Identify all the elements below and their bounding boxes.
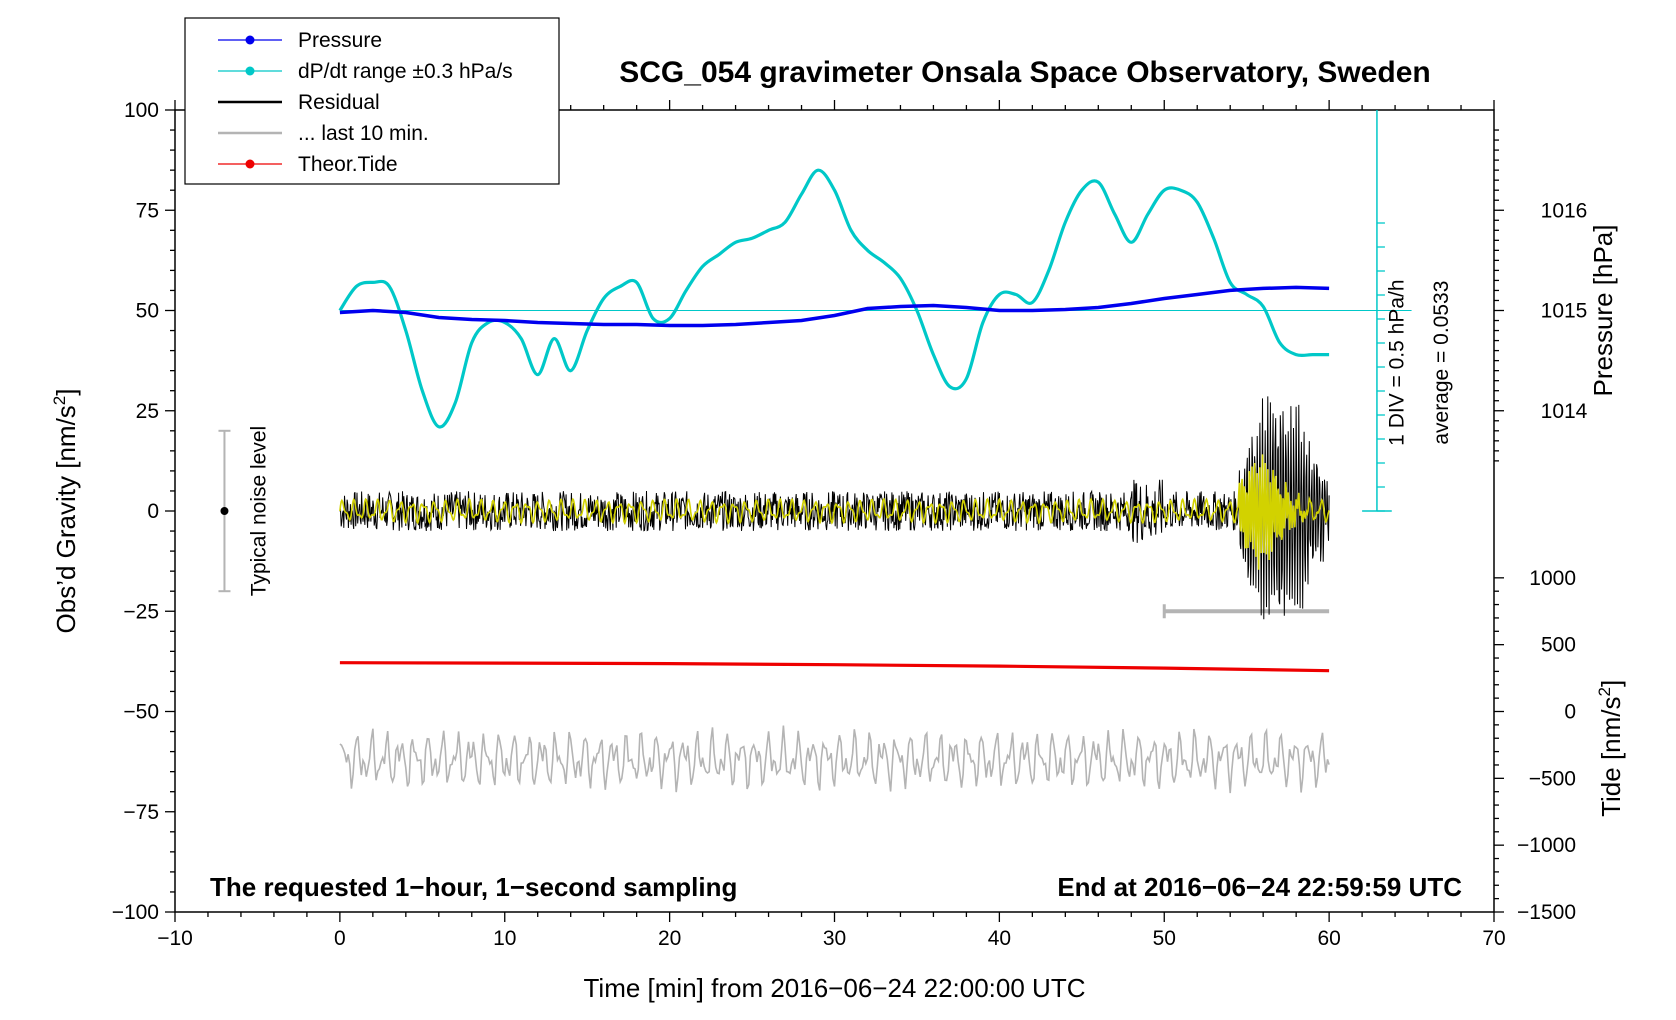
y-tick-label: 0 [147, 500, 159, 523]
tide-tick-label: 500 [1541, 634, 1576, 657]
noise-level-label: Typical noise level [248, 426, 271, 596]
legend-label: Pressure [298, 29, 382, 52]
annotation-end-time: End at 2016−06−24 22:59:59 UTC [1057, 872, 1462, 902]
legend-marker [245, 159, 255, 169]
legend-label: ... last 10 min. [298, 122, 429, 145]
pressure-tick-label: 1016 [1541, 199, 1588, 222]
y-axis-label-pressure: Pressure [hPa] [1588, 225, 1618, 397]
y-tick-label: −25 [123, 600, 159, 623]
x-tick-label: 70 [1482, 927, 1505, 950]
series-line-residual-smoothed [339, 454, 1330, 570]
series-line-dpdt [338, 168, 1330, 429]
y-axis-label-tide-main: Tide [nm/s [1596, 696, 1626, 816]
y-tick-label: −75 [123, 801, 159, 824]
legend-marker [245, 66, 255, 76]
legend-label: Theor.Tide [298, 153, 398, 176]
y-tick-label: 100 [124, 99, 159, 122]
tick-layer: −10 0 10 20 30 40 50 60 701007550250−25−50−75−10… [112, 99, 1588, 950]
series-layer [218, 110, 1412, 794]
y-axis-label-tide-end: ] [1596, 680, 1626, 687]
y-tick-label: −50 [123, 701, 159, 724]
y-axis-label-gravity-sup: 2 [50, 396, 69, 405]
x-tick-label: −10 [157, 927, 193, 950]
pressure-tick-label: 1015 [1541, 300, 1588, 323]
x-tick-label: 50 [1153, 927, 1176, 950]
x-tick-label: 60 [1317, 927, 1340, 950]
pressure-tick-label: 1014 [1541, 400, 1588, 423]
x-tick-label: 10 [493, 927, 516, 950]
x-tick-label: 0 [334, 927, 346, 950]
legend-marker [245, 35, 255, 45]
y-axis-label-gravity-end: ] [51, 389, 81, 396]
legend-label: dP/dt range ±0.3 hPa/s [298, 60, 513, 83]
y-tick-label: 75 [136, 199, 159, 222]
tide-tick-label: −500 [1529, 767, 1576, 790]
tide-tick-label: −1000 [1517, 834, 1576, 857]
div-label: 1 DIV = 0.5 hPa/h [1385, 279, 1408, 445]
series-line-last-10-min [339, 725, 1330, 794]
tide-tick-label: −1500 [1517, 901, 1576, 924]
x-tick-label: 20 [658, 927, 681, 950]
legend: Pressure dP/dt range ±0.3 hPa/s Residual..… [184, 17, 560, 185]
x-tick-label: 30 [823, 927, 846, 950]
series-line-pressure [339, 285, 1330, 328]
y-tick-label: 50 [136, 300, 159, 323]
y-tick-label: 25 [136, 400, 159, 423]
y-axis-label-tide: Tide [nm/s2] [1595, 680, 1626, 817]
chart-title: SCG_054 gravimeter Onsala Space Observat… [619, 56, 1431, 89]
x-axis-label: Time [min] from 2016−06−24 22:00:00 UTC [584, 973, 1086, 1003]
average-label: average = 0.0533 [1430, 281, 1453, 445]
y-axis-label-gravity: Obs’d Gravity [nm/s2] [50, 389, 81, 634]
annotation-sampling: The requested 1−hour, 1−second sampling [210, 872, 737, 902]
series-line-tide [339, 661, 1330, 673]
y-axis-label-tide-sup: 2 [1595, 687, 1614, 696]
tide-tick-label: 0 [1564, 701, 1576, 724]
noise-bar-dot [220, 507, 229, 515]
x-tick-label: 40 [988, 927, 1011, 950]
tide-tick-label: 1000 [1529, 567, 1576, 590]
legend-label: Residual [298, 91, 380, 114]
y-axis-label-gravity-main: Obs’d Gravity [nm/s [51, 405, 81, 633]
y-tick-label: −100 [112, 901, 159, 924]
